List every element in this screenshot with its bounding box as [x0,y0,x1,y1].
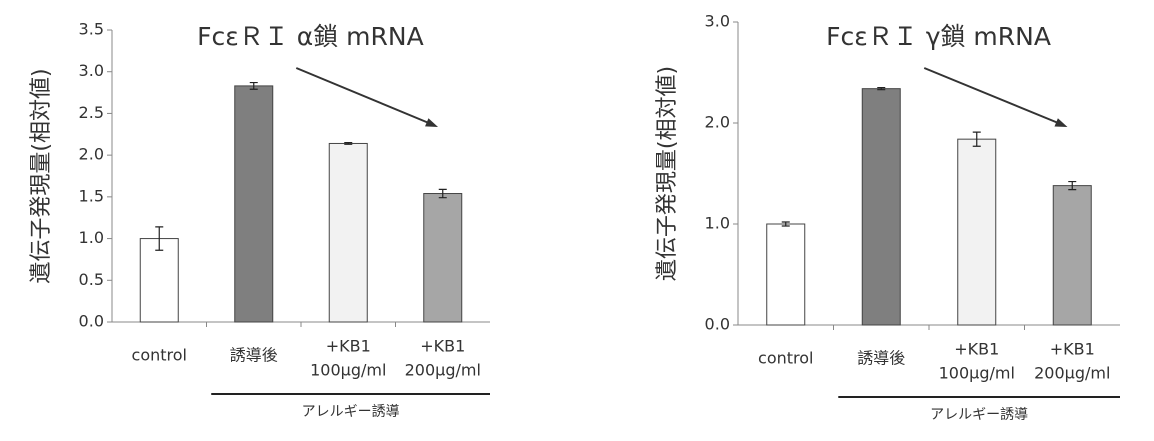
chart-title: FcεＲＩ γ鎖 mRNA [826,22,1051,51]
y-tick-label: 1.5 [79,186,104,205]
y-axis-label: 遺伝子発現量(相対値) [655,66,680,281]
error-bar [781,221,790,227]
error-bar [972,131,981,147]
bar [423,193,463,323]
chart: 0.0 1.0 2.0 3.0 遺伝子発現量(相対値) FcεＲＩ γ鎖 mRNA cont… [655,12,1120,423]
x-tick-label: +KB1 [326,337,371,356]
group-label: アレルギー誘導 [302,404,400,420]
bar [139,238,179,323]
bar [957,138,997,326]
x-tick-label: +KB1 [954,340,999,359]
error-bar [1068,180,1077,191]
x-tick-label: 100μg/ml [310,361,386,380]
chart: 0.0 0.5 1.0 1.5 2.0 2.5 3.0 3.5 遺伝子発現量(相対値) FcεＲＩ… [29,20,490,420]
x-tick-label: 200μg/ml [1034,364,1110,383]
trend-arrow [923,67,1060,125]
y-tick-label: 2.5 [79,103,104,122]
error-bar [438,188,447,199]
y-tick-label: 1.0 [79,228,104,247]
bar [1052,185,1092,326]
x-tick-label: control [758,349,813,368]
error-bar [155,226,164,251]
x-tick-label: 200μg/ml [405,361,481,380]
y-tick-label: 3.5 [79,20,104,39]
bar [234,85,274,323]
x-tick-label: 誘導後 [230,346,278,365]
error-bar [344,142,353,145]
y-tick-label: 0.0 [705,315,730,334]
chart-title: FcεＲＩ α鎖 mRNA [197,22,424,51]
error-bar [249,81,258,90]
arrow-head [1054,118,1068,127]
x-tick-label: 100μg/ml [939,364,1015,383]
x-tick-label: +KB1 [1050,340,1095,359]
y-tick-label: 2.0 [79,145,104,164]
y-tick-label: 1.0 [705,214,730,233]
group-label: アレルギー誘導 [930,407,1028,423]
y-axis-label: 遺伝子発現量(相対値) [29,68,54,283]
y-tick-label: 3.0 [79,61,104,80]
bar [328,142,368,323]
arrow-head [425,118,439,127]
bar [861,88,901,326]
x-tick-label: control [132,346,187,365]
x-tick-label: 誘導後 [857,349,905,368]
y-tick-label: 0.5 [79,270,104,289]
y-tick-label: 2.0 [705,113,730,132]
trend-arrow [295,67,431,125]
y-tick-label: 3.0 [705,12,730,31]
x-tick-label: +KB1 [420,337,465,356]
y-tick-label: 0.0 [79,312,104,331]
error-bar [877,87,886,91]
bar [766,223,806,326]
